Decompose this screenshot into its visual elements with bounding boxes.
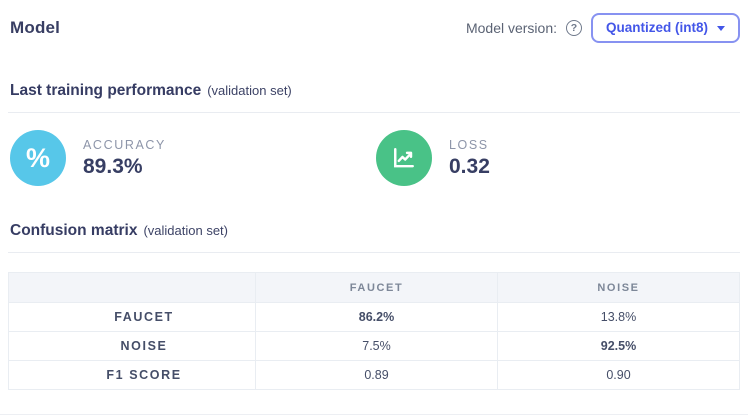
header-bar: Model Model version: ? Quantized (int8) [8, 12, 740, 44]
column-header-noise: NOISE [497, 272, 740, 303]
loss-metric: LOSS 0.32 [374, 130, 740, 186]
cell-noise-noise: 92.5% [497, 331, 740, 361]
accuracy-text: ACCURACY 89.3% [83, 138, 166, 179]
column-header-faucet: FAUCET [255, 272, 498, 303]
cell-f1-noise: 0.90 [497, 360, 740, 390]
metrics-row: % ACCURACY 89.3% LOSS 0.32 [8, 130, 740, 186]
bottom-divider [0, 414, 748, 415]
cell-faucet-noise: 13.8% [497, 302, 740, 332]
table-header-row: FAUCET NOISE [8, 272, 740, 303]
confusion-section-subtitle: (validation set) [143, 223, 228, 238]
training-section-header: Last training performance (validation se… [8, 82, 740, 113]
cell-faucet-faucet: 86.2% [255, 302, 498, 332]
model-version-group: Model version: ? Quantized (int8) [466, 13, 740, 43]
question-circle-icon[interactable]: ? [566, 20, 582, 36]
confusion-matrix-table: FAUCET NOISE FAUCET 86.2% 13.8% NOISE 7.… [8, 272, 740, 390]
training-section-subtitle: (validation set) [207, 83, 292, 98]
model-version-dropdown[interactable]: Quantized (int8) [591, 13, 740, 43]
chart-line-svg [394, 148, 414, 168]
table-row: F1 SCORE 0.89 0.90 [8, 360, 740, 390]
row-label-noise: NOISE [8, 331, 256, 361]
percent-icon: % [10, 130, 66, 186]
loss-label: LOSS [449, 137, 489, 152]
loss-text: LOSS 0.32 [449, 138, 490, 179]
row-label-faucet: FAUCET [8, 302, 256, 332]
cell-noise-faucet: 7.5% [255, 331, 498, 361]
percent-glyph: % [25, 142, 50, 173]
corner-cell [8, 272, 256, 303]
accuracy-value: 89.3% [83, 154, 143, 178]
accuracy-label: ACCURACY [83, 137, 166, 152]
chart-line-icon [376, 130, 432, 186]
model-version-selected: Quantized (int8) [606, 20, 708, 35]
chevron-down-icon [717, 25, 725, 31]
table-row: FAUCET 86.2% 13.8% [8, 302, 740, 332]
table-row: NOISE 7.5% 92.5% [8, 331, 740, 361]
loss-value: 0.32 [449, 154, 490, 178]
page-title: Model [10, 18, 61, 37]
confusion-section-header: Confusion matrix (validation set) [8, 222, 740, 253]
model-version-label: Model version: [465, 20, 557, 36]
training-section-title: Last training performance [10, 82, 202, 99]
row-label-f1: F1 SCORE [8, 360, 256, 390]
accuracy-metric: % ACCURACY 89.3% [8, 130, 374, 186]
confusion-section-title: Confusion matrix [10, 222, 138, 239]
cell-f1-faucet: 0.89 [255, 360, 498, 390]
